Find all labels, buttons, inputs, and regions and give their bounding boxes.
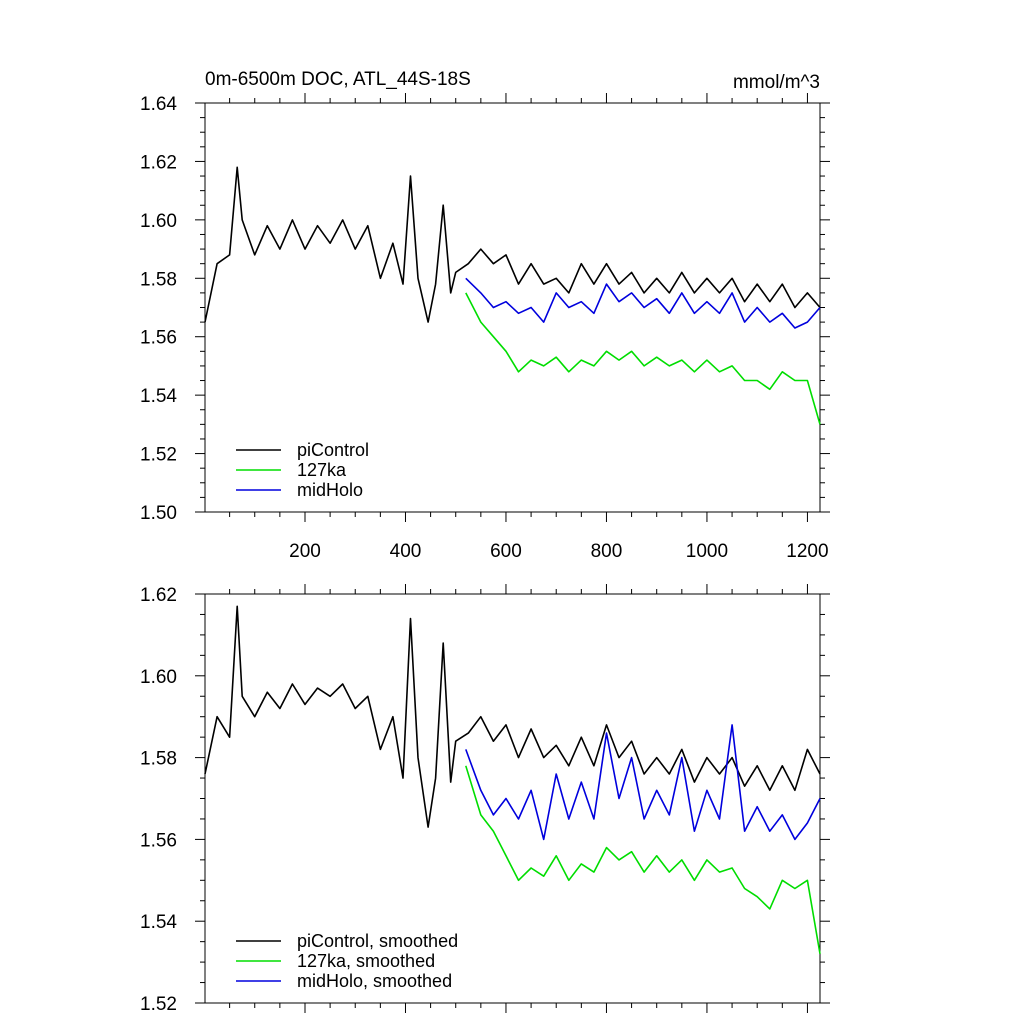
y-tick-label: 1.58 [140,269,177,290]
y-tick-label: 1.62 [140,152,177,173]
x-tick-label: 1200 [786,541,828,562]
y-tick-label: 1.54 [140,386,177,407]
y-tick-label: 1.56 [140,830,177,851]
chart-title: 0m-6500m DOC, ATL_44S-18S [205,69,471,90]
x-tick-label: 800 [591,541,623,562]
x-tick-label: 400 [390,541,422,562]
legend-label: 127ka, smoothed [297,951,435,971]
y-tick-label: 1.56 [140,328,177,349]
y-tick-label: 1.62 [140,585,177,606]
series-line-midholo [465,277,821,329]
y-tick-label: 1.52 [140,994,177,1015]
y-tick-label: 1.52 [140,445,177,466]
y-tick-label: 1.60 [140,667,177,688]
series-line-picontrol-smoothed [204,605,821,828]
bottom-panel: 1.52 1.54 1.56 1.58 1.60 1.62 piControl, smoot… [140,584,830,1015]
series-line-picontrol [204,166,821,323]
top-panel: 1.50 1.52 1.54 1.56 1.58 1.60 1.62 1.64 200 400 60… [140,93,830,562]
series-line-midholo-smoothed [465,724,821,841]
x-tick-label: 1000 [686,541,728,562]
y-tick-label: 1.64 [140,94,177,115]
series-line-127ka-smoothed [465,765,821,955]
series-line-127ka [465,292,821,425]
y-tick-label: 1.58 [140,749,177,770]
legend-label: piControl [297,440,369,460]
legend-label: piControl, smoothed [297,931,458,951]
legend-label: 127ka [297,460,347,480]
y-tick-label: 1.54 [140,912,177,933]
x-tick-label: 200 [289,541,321,562]
legend-label: midHolo [297,480,363,500]
y-tick-label: 1.60 [140,211,177,232]
units-label: mmol/m^3 [733,72,820,93]
legend-label: midHolo, smoothed [297,971,452,991]
y-tick-label: 1.50 [140,503,177,524]
x-tick-label: 600 [490,541,522,562]
